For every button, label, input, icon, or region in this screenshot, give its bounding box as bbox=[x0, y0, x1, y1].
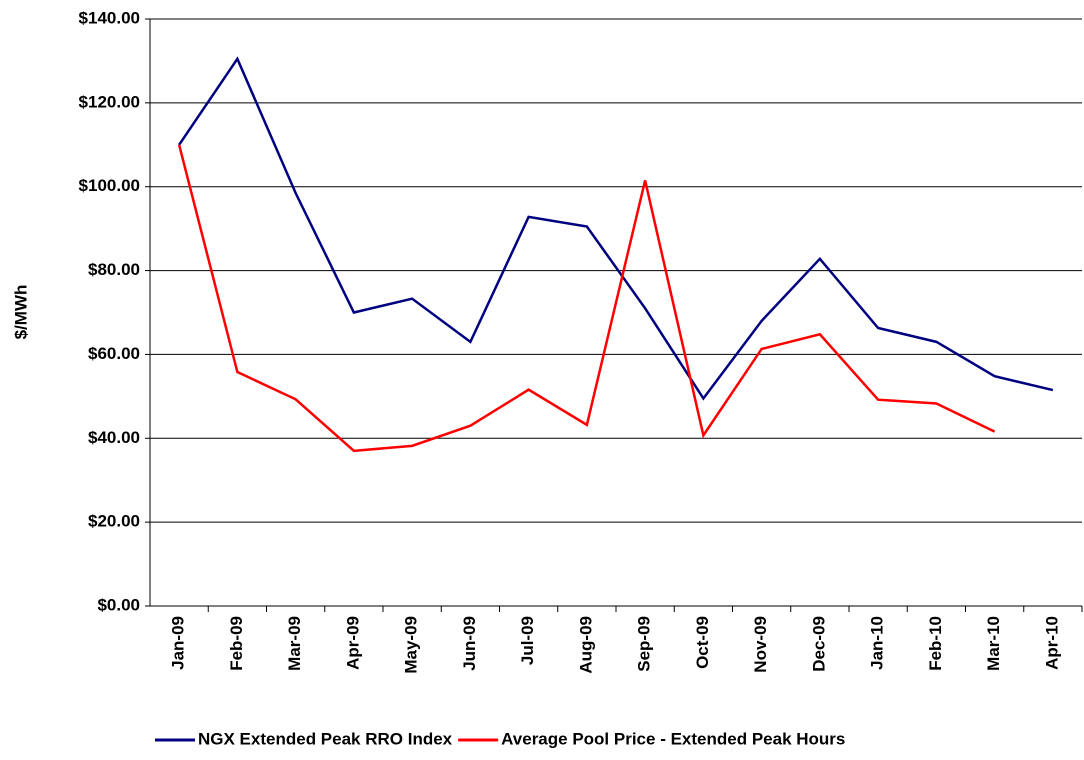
x-tick-label: Apr-10 bbox=[1042, 616, 1061, 670]
x-tick-label: Jan-10 bbox=[868, 616, 887, 670]
legend-label: Average Pool Price - Extended Peak Hours bbox=[501, 729, 845, 748]
x-tick-label: Sep-09 bbox=[635, 616, 654, 672]
x-tick-label: May-09 bbox=[402, 616, 421, 674]
series-line bbox=[177, 144, 996, 453]
y-tick-label: $100.00 bbox=[79, 176, 140, 195]
x-tick-label: Feb-09 bbox=[227, 616, 246, 671]
x-tick-label: Mar-10 bbox=[984, 616, 1003, 671]
x-tick-label: Dec-09 bbox=[809, 616, 828, 672]
series-line bbox=[178, 56, 1054, 401]
y-tick-label: $120.00 bbox=[79, 92, 140, 111]
y-tick-label: $140.00 bbox=[79, 8, 140, 27]
y-tick-label: $40.00 bbox=[88, 428, 140, 447]
y-tick-label: $0.00 bbox=[97, 595, 140, 614]
y-tick-label: $60.00 bbox=[88, 344, 140, 363]
y-tick-label: $80.00 bbox=[88, 260, 140, 279]
x-tick-label: Oct-09 bbox=[693, 616, 712, 669]
y-tick-label: $20.00 bbox=[88, 512, 140, 531]
x-tick-label: Aug-09 bbox=[576, 616, 595, 674]
x-tick-label: Nov-09 bbox=[751, 616, 770, 673]
x-tick-label: Apr-09 bbox=[343, 616, 362, 670]
legend-label: NGX Extended Peak RRO Index bbox=[198, 729, 453, 748]
x-tick-label: Jan-09 bbox=[169, 616, 188, 670]
x-tick-label: Mar-09 bbox=[285, 616, 304, 671]
y-axis-label: $/MWh bbox=[11, 285, 30, 340]
x-tick-label: Feb-10 bbox=[926, 616, 945, 671]
x-tick-label: Jun-09 bbox=[460, 616, 479, 671]
x-tick-label: Jul-09 bbox=[518, 616, 537, 665]
